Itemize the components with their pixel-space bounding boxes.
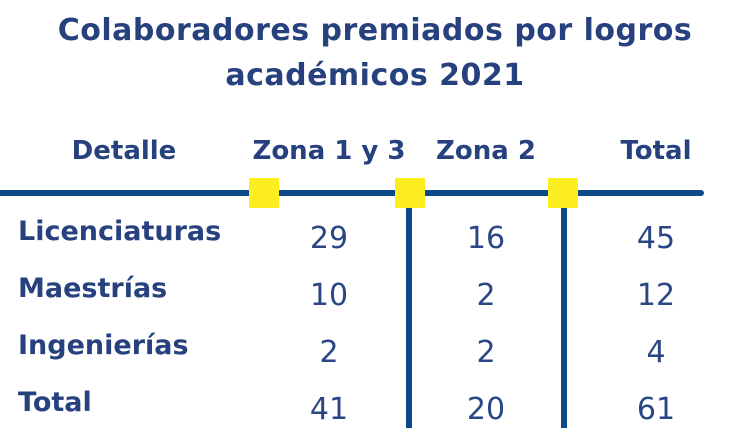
cell-value-zona-1-3: 10 (309, 278, 349, 313)
header-divider-line (0, 190, 704, 196)
table-row-maestrias: Maestrías 10 2 12 (0, 260, 750, 317)
column-header-zona-1-3: Zona 1 y 3 (252, 136, 406, 166)
chart-title: Colaboradores premiados por logros acadé… (0, 8, 750, 98)
column-header-total: Total (620, 136, 692, 166)
table-row-licenciaturas: Licenciaturas 29 16 45 (0, 203, 750, 260)
table-body: Licenciaturas 29 16 45 Maestrías 10 2 12… (0, 203, 750, 431)
row-label: Ingenierías (18, 330, 189, 361)
yellow-square-marker-3 (548, 178, 578, 208)
cell-value-zona-1-3: 41 (309, 392, 349, 427)
yellow-square-marker-1 (249, 178, 279, 208)
yellow-square-marker-2 (395, 178, 425, 208)
cell-value-total: 4 (646, 335, 666, 370)
table-row-ingenierias: Ingenierías 2 2 4 (0, 317, 750, 374)
chart-title-line-1: Colaboradores premiados por logros (57, 13, 693, 48)
cell-value-zona-2: 2 (476, 278, 496, 313)
column-header-zona-2: Zona 2 (436, 136, 536, 166)
cell-value-total: 45 (636, 221, 676, 256)
row-label: Maestrías (18, 273, 168, 304)
column-header-detalle: Detalle (71, 136, 177, 166)
cell-value-zona-2: 2 (476, 335, 496, 370)
cell-value-zona-2: 16 (466, 221, 506, 256)
row-label: Total (18, 387, 92, 418)
cell-value-total: 12 (636, 278, 676, 313)
cell-value-zona-1-3: 2 (319, 335, 339, 370)
column-divider-line-1 (406, 208, 412, 428)
cell-value-zona-2: 20 (466, 392, 506, 427)
row-label: Licenciaturas (18, 216, 222, 247)
cell-value-total: 61 (636, 392, 676, 427)
cell-value-zona-1-3: 29 (309, 221, 349, 256)
table-row-total: Total 41 20 61 (0, 374, 750, 431)
column-divider-line-2 (561, 208, 567, 428)
chart-title-line-2: académicos 2021 (225, 58, 525, 93)
table-header-row: Detalle Zona 1 y 3 Zona 2 Total (0, 133, 750, 169)
